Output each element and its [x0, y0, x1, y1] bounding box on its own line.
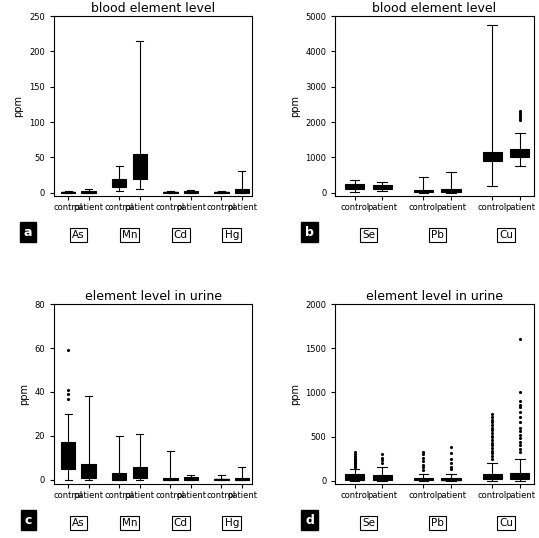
PathPatch shape: [483, 152, 502, 161]
PathPatch shape: [184, 191, 198, 193]
Title: element level in urine: element level in urine: [85, 290, 222, 303]
PathPatch shape: [235, 189, 249, 193]
Title: element level in urine: element level in urine: [366, 290, 503, 303]
PathPatch shape: [81, 191, 96, 193]
Text: Hg: Hg: [225, 518, 239, 528]
Text: Hg: Hg: [225, 230, 239, 240]
Y-axis label: ppm: ppm: [289, 95, 300, 117]
Text: As: As: [72, 518, 85, 528]
Y-axis label: ppm: ppm: [13, 95, 24, 117]
PathPatch shape: [184, 477, 198, 480]
Y-axis label: ppm: ppm: [19, 383, 29, 405]
Y-axis label: ppm: ppm: [290, 383, 300, 405]
PathPatch shape: [235, 478, 249, 480]
Text: c: c: [24, 514, 32, 527]
PathPatch shape: [510, 148, 529, 157]
PathPatch shape: [163, 192, 177, 193]
Text: d: d: [305, 514, 314, 527]
PathPatch shape: [441, 189, 461, 192]
PathPatch shape: [510, 473, 529, 479]
PathPatch shape: [372, 185, 392, 189]
Text: As: As: [72, 230, 85, 240]
Title: blood element level: blood element level: [372, 2, 496, 15]
PathPatch shape: [112, 179, 127, 187]
PathPatch shape: [345, 475, 364, 480]
Text: b: b: [305, 225, 314, 239]
Text: Se: Se: [362, 230, 375, 240]
Text: a: a: [24, 225, 32, 239]
Text: Cu: Cu: [499, 230, 513, 240]
Text: Cd: Cd: [174, 518, 188, 528]
Text: Cu: Cu: [499, 518, 513, 528]
PathPatch shape: [81, 464, 96, 478]
PathPatch shape: [414, 478, 433, 480]
Text: Mn: Mn: [122, 518, 137, 528]
PathPatch shape: [112, 473, 127, 480]
Text: Mn: Mn: [122, 230, 137, 240]
PathPatch shape: [345, 184, 364, 189]
PathPatch shape: [133, 154, 147, 179]
PathPatch shape: [163, 478, 177, 480]
Text: Pb: Pb: [431, 518, 444, 528]
PathPatch shape: [133, 466, 147, 478]
Title: blood element level: blood element level: [91, 2, 215, 15]
PathPatch shape: [372, 476, 392, 480]
PathPatch shape: [483, 473, 502, 479]
PathPatch shape: [441, 478, 461, 480]
PathPatch shape: [414, 190, 433, 192]
Text: Se: Se: [362, 518, 375, 528]
PathPatch shape: [61, 442, 75, 469]
Text: Cd: Cd: [174, 230, 188, 240]
PathPatch shape: [215, 479, 229, 480]
Text: Pb: Pb: [431, 230, 444, 240]
PathPatch shape: [61, 192, 75, 193]
PathPatch shape: [215, 192, 229, 193]
